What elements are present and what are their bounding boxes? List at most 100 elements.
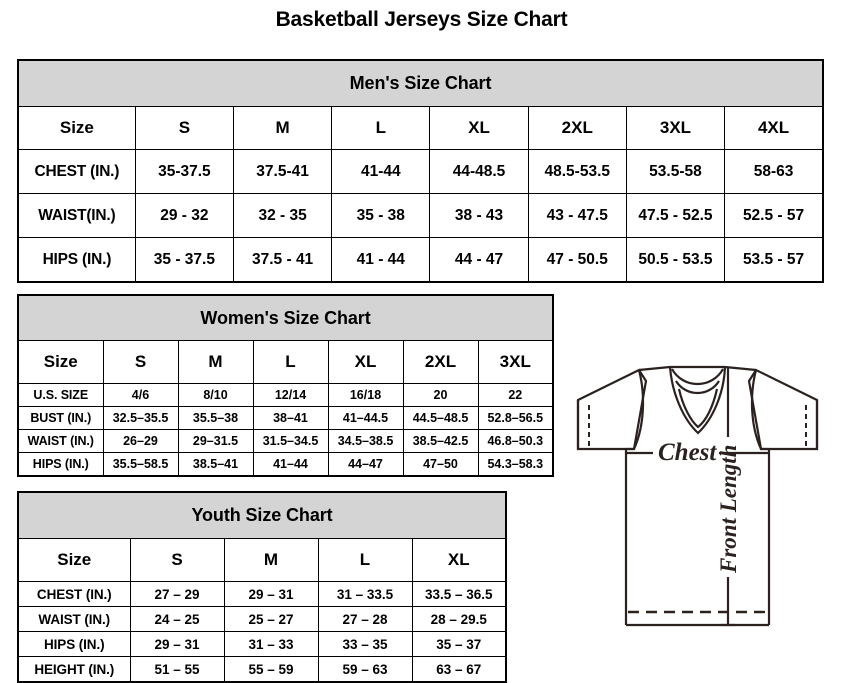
- womens-header-l: L: [252, 340, 329, 384]
- womens-size-table: Women's Size Chart Size S M L XL 2XL 3XL…: [17, 294, 555, 477]
- mens-chest-s: 35-37.5: [134, 149, 234, 194]
- mens-header-3xl: 3XL: [625, 106, 726, 150]
- table-row: WAIST(IN.) 29 - 32 32 - 35 35 - 38 38 - …: [17, 193, 824, 238]
- youth-waist-l: 27 – 28: [317, 606, 413, 632]
- jersey-measurement-diagram: Chest Front Length: [552, 345, 843, 645]
- womens-us-size-3xl: 22: [477, 383, 554, 407]
- right-shoulder-line: [724, 365, 757, 372]
- youth-hips-l: 33 – 35: [317, 631, 413, 657]
- youth-row-label-hips: HIPS (IN.): [17, 631, 131, 657]
- youth-table-title-row: Youth Size Chart: [17, 491, 507, 539]
- mens-hips-l: 41 - 44: [331, 237, 431, 283]
- mens-hips-s: 35 - 37.5: [134, 237, 234, 283]
- womens-row-label-us-size: U.S. SIZE: [17, 383, 104, 407]
- mens-chest-xl: 44-48.5: [429, 149, 529, 194]
- womens-waist-2xl: 38.5–42.5: [402, 429, 479, 453]
- mens-hips-m: 37.5 - 41: [232, 237, 333, 283]
- mens-waist-2xl: 43 - 47.5: [527, 193, 627, 238]
- mens-header-xl: XL: [429, 106, 529, 150]
- womens-hips-m: 38.5–41: [177, 452, 254, 477]
- mens-waist-3xl: 47.5 - 52.5: [625, 193, 726, 238]
- womens-us-size-s: 4/6: [102, 383, 179, 407]
- mens-row-label-chest: CHEST (IN.): [17, 149, 136, 194]
- mens-size-table: Men's Size Chart Size S M L XL 2XL 3XL 4…: [17, 59, 824, 283]
- mens-waist-xl: 38 - 43: [429, 193, 529, 238]
- table-row: HEIGHT (IN.) 51 – 55 55 – 59 59 – 63 63 …: [17, 656, 507, 683]
- youth-chest-l: 31 – 33.5: [317, 581, 413, 607]
- womens-hips-l: 41–44: [252, 452, 329, 477]
- v-neck-outer: [668, 366, 727, 435]
- mens-waist-m: 32 - 35: [232, 193, 333, 238]
- womens-header-2xl: 2XL: [402, 340, 479, 384]
- table-row: CHEST (IN.) 35-37.5 37.5-41 41-44 44-48.…: [17, 149, 824, 194]
- mens-table-title-row: Men's Size Chart: [17, 59, 824, 107]
- mens-header-l: L: [331, 106, 431, 150]
- womens-hips-xl: 44–47: [327, 452, 404, 477]
- womens-header-m: M: [177, 340, 254, 384]
- table-row: HIPS (IN.) 35 - 37.5 37.5 - 41 41 - 44 4…: [17, 237, 824, 283]
- womens-hips-2xl: 47–50: [402, 452, 479, 477]
- womens-bust-m: 35.5–38: [177, 406, 254, 430]
- womens-row-label-bust: BUST (IN.): [17, 406, 104, 430]
- womens-bust-3xl: 52.8–56.5: [477, 406, 554, 430]
- womens-bust-s: 32.5–35.5: [102, 406, 179, 430]
- womens-table-title: Women's Size Chart: [17, 294, 554, 341]
- womens-header-xl: XL: [327, 340, 404, 384]
- mens-hips-3xl: 50.5 - 53.5: [625, 237, 726, 283]
- table-row: CHEST (IN.) 27 – 29 29 – 31 31 – 33.5 33…: [17, 581, 507, 607]
- table-row: HIPS (IN.) 29 – 31 31 – 33 33 – 35 35 – …: [17, 631, 507, 657]
- chest-label: Chest: [658, 439, 717, 466]
- mens-chest-2xl: 48.5-53.5: [527, 149, 627, 194]
- mens-hips-2xl: 47 - 50.5: [527, 237, 627, 283]
- mens-waist-4xl: 52.5 - 57: [724, 193, 824, 238]
- mens-hips-xl: 44 - 47: [429, 237, 529, 283]
- womens-us-size-xl: 16/18: [327, 383, 404, 407]
- womens-row-label-waist: WAIST (IN.): [17, 429, 104, 453]
- womens-header-size: Size: [17, 340, 104, 384]
- collar-second-arc: [675, 380, 720, 395]
- youth-header-xl: XL: [411, 538, 507, 582]
- mens-header-s: S: [134, 106, 234, 150]
- womens-waist-xl: 34.5–38.5: [327, 429, 404, 453]
- youth-chest-m: 29 – 31: [223, 581, 319, 607]
- table-row: WAIST (IN.) 26–29 29–31.5 31.5–34.5 34.5…: [17, 429, 554, 453]
- youth-size-table: Youth Size Chart Size S M L XL CHEST (IN…: [17, 491, 508, 683]
- mens-waist-s: 29 - 32: [134, 193, 234, 238]
- youth-chest-xl: 33.5 – 36.5: [411, 581, 507, 607]
- mens-table-title: Men's Size Chart: [17, 59, 824, 107]
- youth-row-label-waist: WAIST (IN.): [17, 606, 131, 632]
- womens-waist-3xl: 46.8–50.3: [477, 429, 554, 453]
- table-row: U.S. SIZE 4/6 8/10 12/14 16/18 20 22: [17, 383, 554, 407]
- youth-height-xl: 63 – 67: [411, 656, 507, 683]
- youth-hips-s: 29 – 31: [129, 631, 225, 657]
- mens-waist-l: 35 - 38: [331, 193, 431, 238]
- left-shoulder-line: [638, 365, 671, 372]
- mens-header-2xl: 2XL: [527, 106, 627, 150]
- mens-header-row: Size S M L XL 2XL 3XL 4XL: [17, 106, 824, 150]
- womens-hips-3xl: 54.3–58.3: [477, 452, 554, 477]
- womens-bust-l: 38–41: [252, 406, 329, 430]
- mens-header-4xl: 4XL: [724, 106, 824, 150]
- youth-hips-m: 31 – 33: [223, 631, 319, 657]
- mens-chest-l: 41-44: [331, 149, 431, 194]
- mens-chest-3xl: 53.5-58: [625, 149, 726, 194]
- womens-table-title-row: Women's Size Chart: [17, 294, 554, 341]
- page-title: Basketball Jerseys Size Chart: [275, 8, 568, 31]
- youth-header-m: M: [223, 538, 319, 582]
- youth-row-label-chest: CHEST (IN.): [17, 581, 131, 607]
- youth-header-row: Size S M L XL: [17, 538, 507, 582]
- mens-chest-4xl: 58-63: [724, 149, 824, 194]
- youth-header-s: S: [129, 538, 225, 582]
- mens-header-m: M: [232, 106, 333, 150]
- mens-chest-m: 37.5-41: [232, 149, 333, 194]
- right-armhole-curve: [750, 369, 763, 450]
- youth-header-size: Size: [17, 538, 131, 582]
- youth-hips-xl: 35 – 37: [411, 631, 507, 657]
- mens-header-size: Size: [17, 106, 136, 150]
- womens-row-label-hips: HIPS (IN.): [17, 452, 104, 477]
- youth-chest-s: 27 – 29: [129, 581, 225, 607]
- womens-us-size-l: 12/14: [252, 383, 329, 407]
- womens-us-size-2xl: 20: [402, 383, 479, 407]
- left-armhole-curve: [632, 369, 645, 450]
- front-length-label: Front Length: [716, 445, 741, 574]
